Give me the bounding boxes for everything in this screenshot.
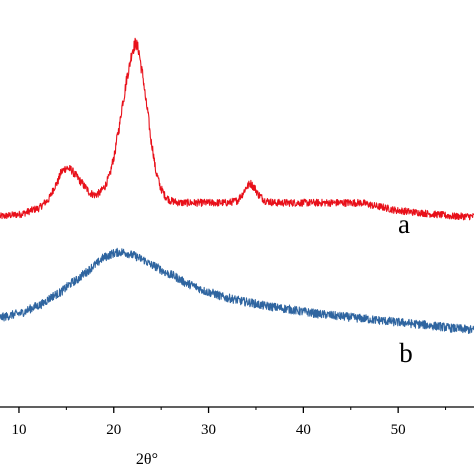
x-tick-label: 20 [106,422,121,438]
x-ticks: 10 20 30 40 50 [11,407,447,438]
series-labels: ab [398,209,413,368]
series-layer [0,37,474,335]
series-a-label: a [398,209,410,239]
x-tick-label: 40 [296,422,311,438]
series-b-line [0,247,474,335]
x-tick-label: 10 [11,422,26,438]
series-a-line [0,37,474,221]
x-tick-label: 50 [391,422,406,438]
x-axis-title: 2θ° [136,451,158,468]
series-b-label: b [399,338,413,368]
x-tick-label: 30 [201,422,216,438]
